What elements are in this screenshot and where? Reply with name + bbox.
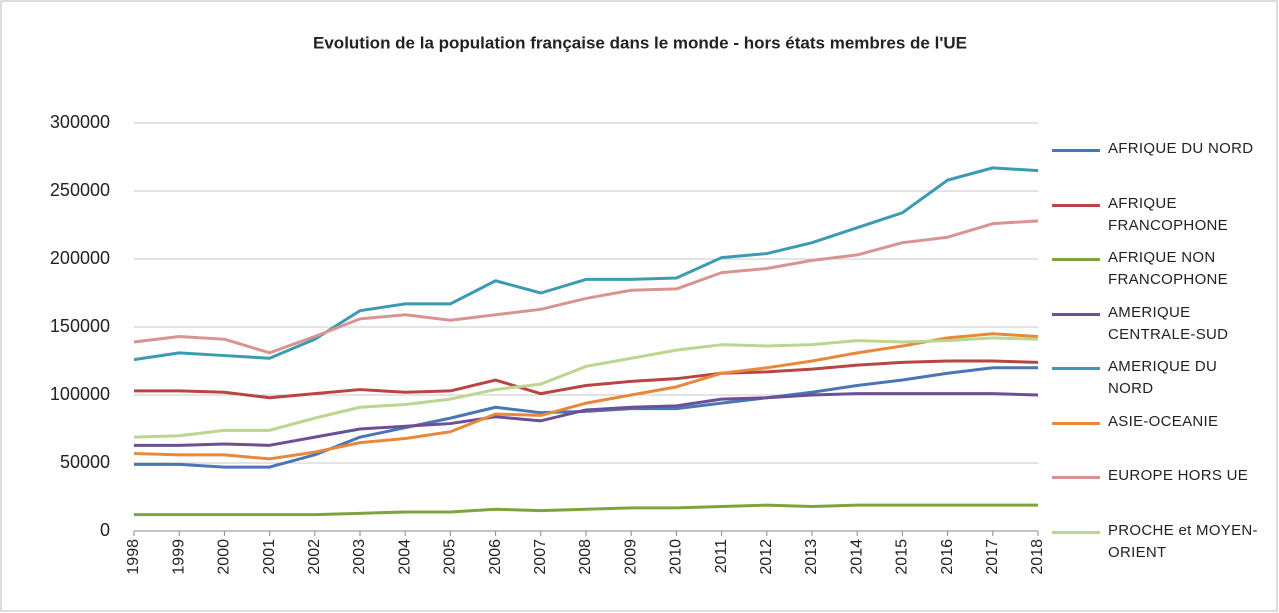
series-line	[133, 219, 1039, 355]
legend-label: ASIE-OCEANIE	[1108, 412, 1219, 430]
legend-label: AFRIQUE NON FRANCOPHONE	[1108, 249, 1228, 288]
series-line	[133, 332, 1039, 461]
x-tick-label: 2014	[848, 539, 865, 575]
y-tick-label: 250000	[50, 180, 110, 200]
x-tick-label: 2008	[577, 539, 594, 575]
y-tick-label: 100000	[50, 384, 110, 404]
legend-item: ASIE-OCEANIE	[1050, 411, 1270, 466]
legend-label: AFRIQUE FRANCOPHONE	[1108, 194, 1228, 234]
x-tick-label: 2006	[487, 539, 504, 575]
legend-swatch	[1052, 367, 1100, 370]
legend-item: AFRIQUE FRANCOPHONE	[1050, 193, 1270, 248]
x-tick-label: 2001	[261, 539, 278, 575]
legend-label: EUROPE HORS UE	[1108, 467, 1249, 484]
legend-label: AMERIQUE CENTRALE-SUD	[1108, 303, 1229, 343]
y-tick-label: 200000	[50, 248, 110, 268]
x-tick-label: 2012	[758, 539, 775, 575]
legend-swatch	[1052, 421, 1100, 425]
x-tick-label: 1998	[125, 539, 142, 575]
legend-label: AFRIQUE DU NORD	[1108, 140, 1254, 157]
x-tick-label: 2002	[306, 539, 323, 575]
legend-label: AMERIQUE DU NORD	[1108, 358, 1218, 397]
x-tick-label: 2018	[1029, 539, 1046, 575]
legend-swatch	[1052, 530, 1100, 534]
legend-swatch	[1052, 476, 1100, 479]
x-tick-label: 2013	[803, 539, 820, 575]
x-tick-label: 2015	[894, 539, 911, 575]
y-tick-label: 150000	[50, 316, 110, 336]
legend-swatch	[1052, 312, 1100, 316]
legend-label: PROCHE et MOYEN-ORIENT	[1108, 521, 1258, 561]
series-line	[133, 166, 1039, 362]
y-tick-label: 0	[100, 520, 110, 540]
x-tick-label: 2011	[713, 539, 730, 574]
legend-item: AMERIQUE CENTRALE-SUD	[1050, 302, 1270, 357]
legend-item: AFRIQUE DU NORD	[1050, 138, 1270, 193]
legend-item: PROCHE et MOYEN-ORIENT	[1050, 520, 1270, 575]
legend: AFRIQUE DU NORD AFRIQUE FRANCOPHONE AFRIQU…	[1050, 138, 1270, 574]
y-tick-label: 300000	[50, 112, 110, 132]
legend-swatch	[1052, 258, 1100, 261]
legend-swatch	[1052, 149, 1100, 152]
x-tick-label: 2016	[939, 539, 956, 575]
x-tick-label: 2005	[442, 539, 459, 575]
legend-item: AFRIQUE NON FRANCOPHONE	[1050, 247, 1270, 302]
legend-item: EUROPE HORS UE	[1050, 465, 1270, 520]
x-tick-label: 2017	[984, 539, 1001, 575]
series-line	[134, 503, 1038, 517]
x-tick-label: 2010	[668, 539, 685, 575]
x-tick-label: 2000	[216, 539, 233, 575]
legend-swatch	[1052, 203, 1100, 207]
x-tick-label: 2007	[532, 539, 549, 575]
x-tick-label: 2003	[351, 539, 368, 575]
series-line	[134, 359, 1039, 400]
y-tick-label: 50000	[60, 452, 110, 472]
series-line	[133, 336, 1039, 439]
chart-title: Evolution de la population française dan…	[313, 33, 967, 52]
series-line	[134, 392, 1039, 447]
legend-item: AMERIQUE DU NORD	[1050, 356, 1270, 411]
x-tick-label: 2004	[396, 539, 413, 575]
x-tick-label: 2009	[622, 539, 639, 575]
x-tick-label: 1999	[170, 539, 187, 575]
